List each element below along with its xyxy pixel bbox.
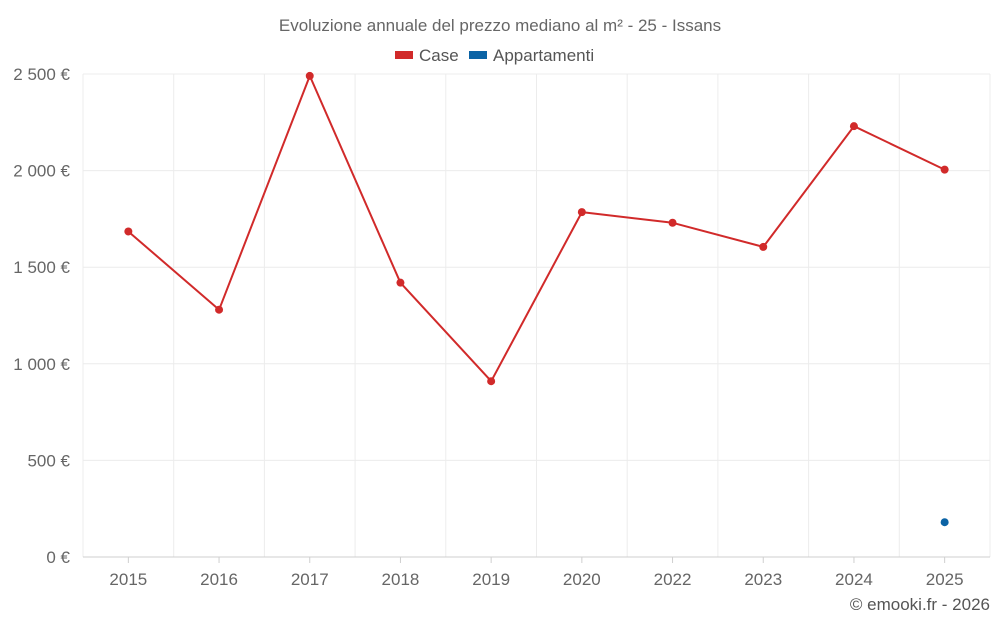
y-axis: 0 € 500 € 1 000 € 1 500 € 2 000 € 2 500 € bbox=[13, 65, 70, 567]
x-axis: 2015 2016 2017 2018 2019 2020 2022 2023 2024 2025 bbox=[83, 556, 990, 589]
legend-label-appartamenti: Appartamenti bbox=[493, 46, 594, 65]
credit-text: © emooki.fr - 2026 bbox=[850, 595, 990, 614]
y-tick-label: 500 € bbox=[27, 451, 70, 470]
x-tick-label: 2015 bbox=[109, 570, 147, 589]
data-point-case-2017[interactable] bbox=[305, 71, 314, 80]
x-tick-label: 2025 bbox=[926, 570, 964, 589]
x-tick-label: 2020 bbox=[563, 570, 601, 589]
data-point-case-2020[interactable] bbox=[577, 208, 586, 217]
y-tick-label: 2 500 € bbox=[13, 65, 70, 84]
chart-title: Evoluzione annuale del prezzo mediano al… bbox=[279, 16, 721, 35]
x-tick-label: 2024 bbox=[835, 570, 873, 589]
y-tick-label: 1 500 € bbox=[13, 258, 70, 277]
x-tick-label: 2018 bbox=[382, 570, 420, 589]
x-tick-label: 2017 bbox=[291, 570, 329, 589]
series-line-case bbox=[127, 74, 946, 383]
data-point-case-2023[interactable] bbox=[759, 242, 768, 251]
grid bbox=[82, 73, 991, 557]
data-point-case-2025[interactable] bbox=[940, 165, 949, 174]
x-tick-label: 2022 bbox=[654, 570, 692, 589]
data-point-case-2022[interactable] bbox=[668, 218, 677, 227]
y-tick-label: 2 000 € bbox=[13, 162, 70, 181]
y-tick-label: 0 € bbox=[46, 548, 70, 567]
y-tick-label: 1 000 € bbox=[13, 355, 70, 374]
legend-label-case: Case bbox=[419, 46, 459, 65]
data-point-case-2015[interactable] bbox=[124, 227, 133, 236]
x-tick-label: 2019 bbox=[472, 570, 510, 589]
data-point-case-2019[interactable] bbox=[487, 377, 496, 386]
series bbox=[124, 71, 949, 527]
legend-swatch-case bbox=[395, 51, 413, 59]
legend-item-case[interactable]: Case bbox=[395, 46, 459, 65]
data-point-case-2018[interactable] bbox=[396, 278, 405, 287]
data-point-appartamenti-2025[interactable] bbox=[940, 518, 949, 527]
data-point-case-2016[interactable] bbox=[215, 305, 224, 314]
legend: Case Appartamenti bbox=[395, 46, 594, 65]
legend-swatch-appartamenti bbox=[469, 51, 487, 59]
x-tick-label: 2016 bbox=[200, 570, 238, 589]
data-point-case-2024[interactable] bbox=[849, 122, 858, 131]
legend-item-appartamenti[interactable]: Appartamenti bbox=[469, 46, 594, 65]
x-tick-label: 2023 bbox=[744, 570, 782, 589]
